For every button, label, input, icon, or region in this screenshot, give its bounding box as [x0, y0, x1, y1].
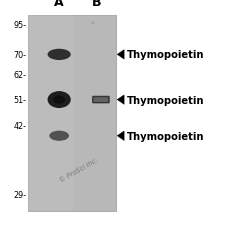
Ellipse shape — [47, 92, 70, 108]
Ellipse shape — [47, 50, 70, 61]
Text: 62-: 62- — [14, 71, 27, 80]
Text: 42-: 42- — [14, 122, 27, 130]
Bar — [28, 16, 73, 211]
Text: © ProSci Inc.: © ProSci Inc. — [58, 157, 99, 183]
Text: Thymopoietin: Thymopoietin — [126, 95, 203, 105]
Polygon shape — [117, 95, 124, 105]
Text: B: B — [91, 0, 100, 9]
Text: 29-: 29- — [13, 190, 27, 199]
FancyBboxPatch shape — [92, 97, 109, 103]
Text: Thymopoietin: Thymopoietin — [126, 131, 203, 141]
Text: Thymopoietin: Thymopoietin — [126, 50, 203, 60]
Ellipse shape — [53, 96, 65, 104]
Text: 70-: 70- — [14, 51, 27, 60]
Ellipse shape — [49, 131, 69, 141]
Bar — [28, 16, 116, 211]
Text: 95-: 95- — [13, 21, 27, 30]
Polygon shape — [117, 131, 124, 141]
Text: A: A — [54, 0, 64, 9]
Ellipse shape — [90, 22, 94, 25]
Text: 51-: 51- — [14, 96, 27, 105]
Polygon shape — [117, 50, 124, 60]
